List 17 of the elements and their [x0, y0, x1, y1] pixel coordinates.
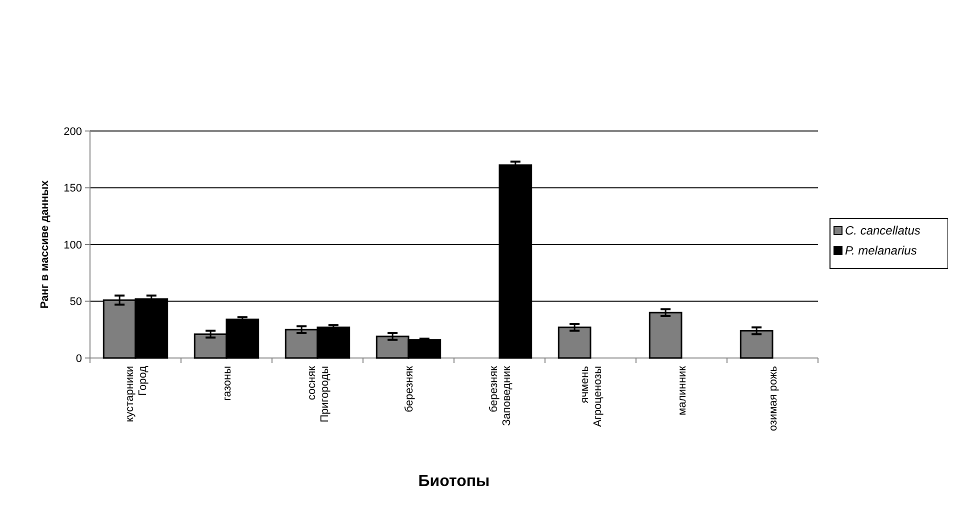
- x-tick-label: сосняк Пригороды: [306, 366, 331, 422]
- legend-label: P. melanarius: [845, 244, 917, 258]
- legend-label: C. cancellatus: [845, 224, 920, 238]
- x-tick-label: кустарники Город: [124, 365, 149, 422]
- x-tick-label: березняк: [403, 366, 416, 412]
- y-tick-label: 0: [76, 352, 82, 365]
- x-tick-label: березняк Заповедник: [488, 366, 513, 426]
- x-tick-label: озимая рожь: [767, 366, 780, 432]
- y-tick-label: 50: [70, 296, 82, 308]
- x-tick-label: малинник: [676, 366, 688, 416]
- x-tick-label: ячмень Агроценозы: [578, 366, 604, 427]
- x-axis-title: Биотопы: [418, 473, 490, 490]
- y-tick-label: 100: [64, 239, 82, 252]
- x-tick-label: газоны: [221, 366, 234, 401]
- y-tick-label: 200: [64, 126, 82, 138]
- y-tick-label: 150: [64, 182, 82, 195]
- y-axis-title: Ранг в массиве данных: [39, 180, 51, 309]
